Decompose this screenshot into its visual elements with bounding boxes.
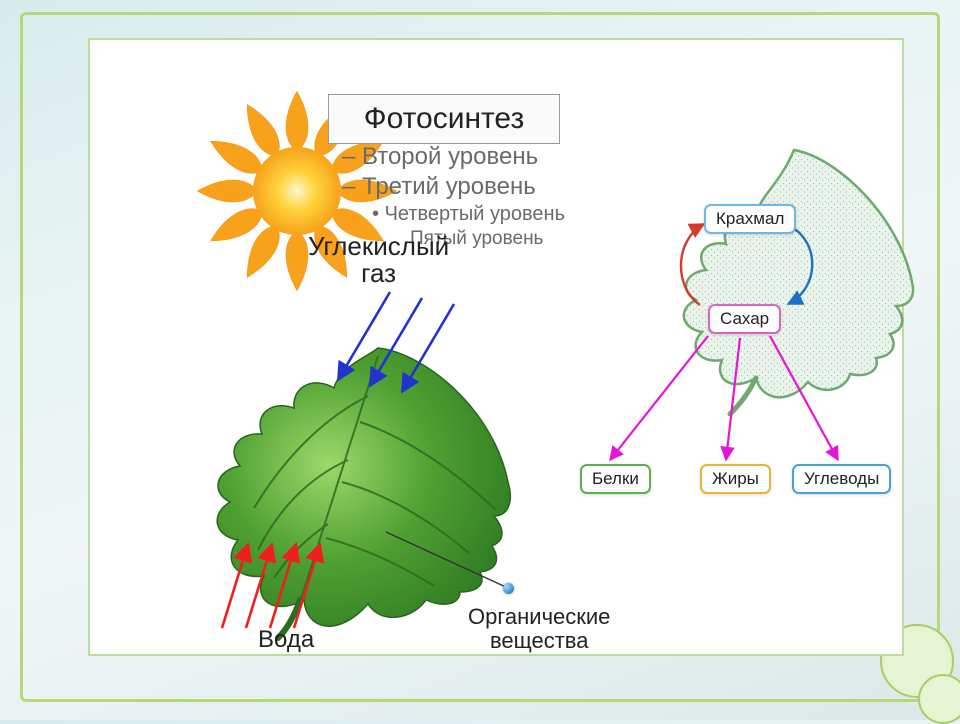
chip-starch: Крахмал	[704, 204, 796, 234]
label-organic: Органические вещества	[468, 605, 610, 653]
arrows-layer	[90, 40, 906, 658]
chip-sugar: Сахар	[708, 304, 781, 334]
chip-carbs: Углеводы	[792, 464, 891, 494]
chip-proteins: Белки	[580, 464, 651, 494]
corner-decoration	[918, 674, 960, 724]
label-water: Вода	[258, 626, 314, 654]
organic-dot	[503, 583, 514, 594]
slide-content: Фотосинтез – Второй уровень – Третий уро…	[88, 38, 904, 656]
chip-fats: Жиры	[700, 464, 771, 494]
